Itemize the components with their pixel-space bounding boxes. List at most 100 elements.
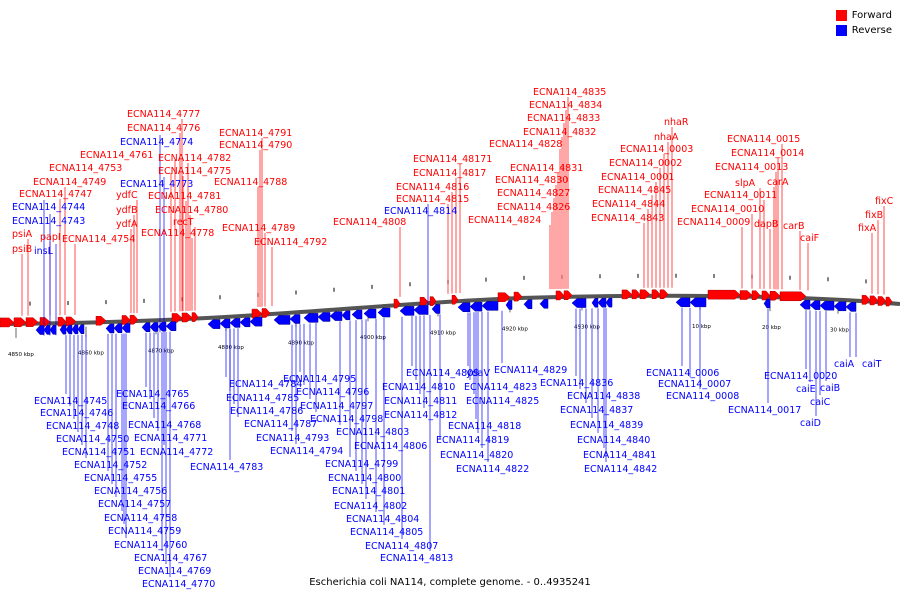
forward-gene-label: nhaA — [654, 132, 679, 143]
reverse-gene-arrow — [819, 300, 835, 311]
reverse-gene-label: ECNA114_4767 — [134, 553, 207, 564]
reverse-gene-label: ECNA114_4755 — [84, 473, 157, 484]
reverse-gene-label: caiT — [862, 359, 882, 370]
reverse-gene-label: ECNA114_4760 — [114, 540, 187, 551]
reverse-gene-arrow — [341, 310, 351, 321]
forward-gene-label: nhaR — [664, 117, 689, 128]
reverse-gene-arrow — [605, 297, 613, 308]
reverse-gene-arrow — [207, 319, 221, 329]
forward-gene-arrow — [769, 290, 781, 301]
reverse-gene-label: ECNA114_4786 — [230, 406, 303, 417]
reverse-gene-label: ECNA114_4746 — [40, 408, 113, 419]
forward-gene-arrow — [13, 317, 27, 328]
reverse-gene-arrow — [77, 324, 85, 334]
reverse-gene-label: ECNA114_4744 — [12, 202, 85, 213]
reverse-gene-arrow — [481, 301, 499, 311]
reverse-gene-label: ECNA114_4773 — [120, 179, 193, 190]
forward-gene-label: ECNA114_4789 — [222, 223, 295, 234]
reverse-gene-label: ECNA114_4805 — [350, 527, 423, 538]
reverse-gene-label: ECNA114_4772 — [140, 447, 213, 458]
forward-gene-label: ECNA114_4782 — [158, 153, 231, 164]
reverse-gene-label: ECNA114_4814 — [384, 206, 457, 217]
reverse-gene-arrow — [597, 297, 607, 308]
axis-tick-label: 4900 kbp — [360, 335, 386, 341]
reverse-gene-label: caiE — [796, 384, 816, 395]
reverse-gene-arrow — [49, 325, 57, 335]
reverse-gene-arrow — [35, 325, 45, 335]
forward-gene-arrow — [739, 290, 753, 300]
forward-gene-label: ECNA114_4790 — [219, 140, 292, 151]
forward-gene-arrow — [451, 295, 459, 305]
forward-gene-label: ECNA114_4754 — [62, 234, 135, 245]
forward-gene-label: ECNA114_0001 — [601, 172, 674, 183]
forward-gene-arrow — [129, 314, 139, 325]
forward-gene-arrow — [563, 290, 573, 301]
reverse-gene-label: ECNA114_4836 — [540, 378, 613, 389]
reverse-gene-arrow — [689, 297, 707, 308]
reverse-gene-arrow — [351, 309, 363, 320]
reverse-gene-label: ECNA114_4804 — [346, 514, 419, 525]
forward-gene-label: ECNA114_4777 — [127, 109, 200, 120]
forward-gene-arrow — [621, 289, 633, 300]
forward-gene-label: ECNA114_4832 — [523, 127, 596, 138]
forward-gene-arrow — [0, 317, 15, 328]
reverse-gene-label: ECNA114_4807 — [365, 541, 438, 552]
reverse-gene-arrow — [113, 323, 123, 333]
forward-gene-arrow — [393, 298, 401, 309]
forward-gene-label: ydfA — [116, 219, 138, 230]
reverse-gene-label: ECNA114_4785 — [226, 393, 299, 404]
forward-gene-label: ECNA114_4834 — [529, 100, 602, 111]
reverse-gene-label: caiB — [820, 383, 840, 394]
reverse-swatch — [835, 25, 847, 36]
forward-gene-label: ECNA114_4844 — [592, 199, 665, 210]
forward-gene-label: ECNA114_4835 — [533, 87, 606, 98]
reverse-gene-label: ECNA114_4768 — [128, 420, 201, 431]
reverse-gene-arrow — [833, 301, 847, 312]
legend-forward-label: Forward — [851, 10, 892, 21]
axis-tick-label: 4870 kbp — [148, 348, 174, 354]
reverse-gene-arrow — [399, 306, 415, 316]
reverse-gene-label: ECNA114_4783 — [190, 462, 263, 473]
forward-gene-label: fixA — [858, 223, 877, 234]
reverse-gene-label: ECNA114_4795 — [283, 374, 356, 385]
reverse-gene-arrow — [121, 323, 131, 333]
reverse-gene-arrow — [431, 304, 441, 314]
reverse-gene-arrow — [303, 313, 319, 323]
reverse-gene-label: ECNA114_4750 — [56, 434, 129, 445]
forward-gene-arrow — [251, 308, 263, 319]
reverse-gene-label: ECNA114_4765 — [116, 389, 189, 400]
forward-gene-arrow — [751, 290, 761, 300]
reverse-gene-label: ECNA114_4796 — [296, 387, 369, 398]
axis-tick-label: 4880 kbp — [218, 345, 244, 351]
reverse-gene-label: ECNA114_4819 — [436, 435, 509, 446]
forward-gene-arrow — [497, 292, 511, 302]
reverse-gene-label: ECNA114_4839 — [570, 420, 643, 431]
reverse-gene-label: ECNA114_4748 — [46, 421, 119, 432]
reverse-gene-arrow — [43, 325, 51, 335]
reverse-gene-arrow — [763, 298, 771, 309]
forward-gene-label: caiF — [800, 233, 819, 244]
reverse-gene-label: ECNA114_4751 — [62, 447, 135, 458]
reverse-gene-arrow — [289, 314, 301, 324]
reverse-gene-label: caiD — [800, 418, 821, 429]
reverse-gene-arrow — [141, 322, 151, 333]
forward-gene-label: ECNA114_4778 — [141, 228, 214, 239]
forward-gene-label: ECNA114_0009 — [677, 217, 750, 228]
legend-reverse-label: Reverse — [851, 25, 892, 36]
reverse-gene-label: ECNA114_4797 — [300, 401, 373, 412]
forward-gene-arrow — [95, 315, 107, 326]
forward-gene-arrow — [171, 313, 183, 323]
forward-gene-label: ECNA114_0011 — [704, 190, 777, 201]
reverse-gene-label: ECNA114_4784 — [229, 379, 302, 390]
reverse-gene-arrow — [249, 316, 263, 327]
reverse-gene-label: ECNA114_4800 — [328, 473, 401, 484]
reverse-gene-arrow — [157, 321, 167, 332]
reverse-gene-arrow — [377, 307, 391, 318]
forward-gene-label: ECNA114_4747 — [19, 189, 92, 200]
reverse-gene-label: ECNA114_4743 — [12, 216, 85, 227]
forward-gene-label: ECNA114_4753 — [49, 163, 122, 174]
gene-labels: ECNA114_4777 ECNA114_4776 ECNA114_4761 ECNA… — [12, 87, 894, 590]
forward-gene-label: ECNA114_4808 — [333, 217, 406, 228]
forward-gene-arrow — [869, 295, 879, 306]
